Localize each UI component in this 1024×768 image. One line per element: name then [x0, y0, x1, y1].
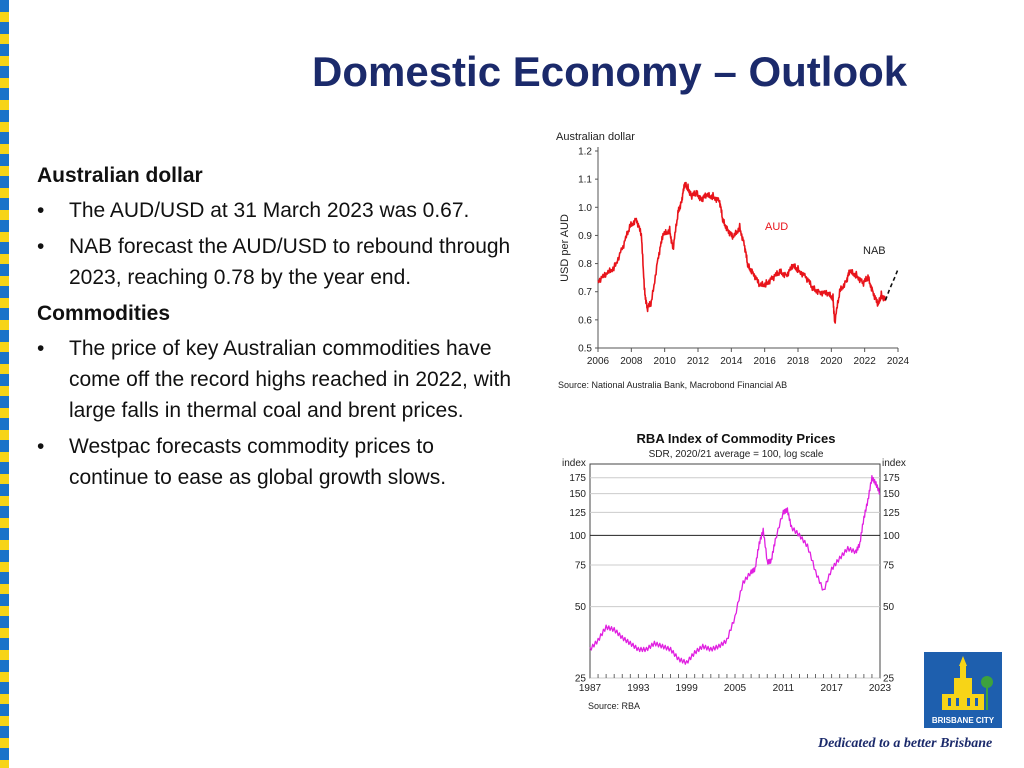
footer-tagline: Dedicated to a better Brisbane — [818, 736, 993, 751]
rba-y-tick-label-right: 125 — [883, 508, 900, 519]
bullet-text: The AUD/USD at 31 March 2023 was 0.67. — [69, 199, 470, 222]
nab-series-label: NAB — [863, 245, 886, 257]
rba-x-tick-label: 2023 — [869, 683, 892, 694]
aud-x-tick-label: 2024 — [887, 356, 910, 367]
bullet-icon: • — [37, 337, 45, 360]
left-decorative-stripe — [0, 0, 9, 768]
aud-x-tick-label: 2014 — [720, 356, 743, 367]
rba-chart-title: RBA Index of Commodity Prices — [637, 431, 836, 446]
rba-series-line — [589, 475, 881, 665]
aud-chart-source: Source: National Australia Bank, Macrobo… — [558, 380, 787, 390]
rba-x-tick-label: 2011 — [773, 683, 795, 694]
section-heading-australian-dollar: Australian dollar — [37, 164, 203, 187]
rba-y-tick-label-left: 150 — [569, 489, 586, 500]
aud-y-tick-label: 1.2 — [578, 147, 592, 158]
rba-y-tick-label-left: 175 — [569, 473, 586, 484]
aud-series-line — [597, 181, 886, 324]
rba-y-tick-label-right: 175 — [883, 473, 900, 484]
rba-y-tick-label-right: 75 — [883, 560, 895, 571]
rba-chart: RBA Index of Commodity Prices SDR, 2020/… — [562, 431, 906, 711]
slide-title: Domestic Economy – Outlook — [312, 48, 908, 95]
rba-chart-source: Source: RBA — [588, 701, 640, 711]
rba-x-tick-label: 1993 — [627, 683, 650, 694]
nab-forecast-line — [884, 268, 899, 301]
bullet-icon: • — [37, 435, 45, 458]
aud-chart: Australian dollar USD per AUD 0.5 0.6 0.7 0… — [556, 131, 910, 390]
bullet-item: • The price of key Australian commoditie… — [37, 333, 517, 426]
rba-y-tick-label-right: 50 — [883, 602, 895, 613]
bullet-item: • NAB forecast the AUD/USD to rebound th… — [37, 231, 517, 293]
aud-y-tick-label: 1.0 — [578, 203, 592, 214]
rba-y-tick-label-left: 25 — [575, 674, 587, 685]
brisbane-city-logo: BRISBANE CITY — [924, 652, 1002, 728]
aud-x-tick-label: 2022 — [854, 356, 877, 367]
aud-chart-title: Australian dollar — [556, 131, 635, 143]
aud-x-tick-label: 2008 — [620, 356, 643, 367]
rba-y-tick-label-left: 100 — [569, 531, 586, 542]
aud-y-tick-label: 0.9 — [578, 231, 592, 242]
aud-y-tick-label: 0.7 — [578, 287, 592, 298]
aud-y-tick-label: 0.5 — [578, 344, 592, 355]
aud-x-tick-label: 2020 — [820, 356, 843, 367]
rba-x-tick-label: 1999 — [676, 683, 699, 694]
bullet-item: • The AUD/USD at 31 March 2023 was 0.67. — [37, 195, 517, 226]
bullet-icon: • — [37, 235, 45, 258]
bullet-icon: • — [37, 199, 45, 222]
aud-series-label: AUD — [765, 221, 788, 233]
aud-y-tick-label: 0.8 — [578, 259, 592, 270]
slide-body: Australian dollar • The AUD/USD at 31 Ma… — [37, 158, 517, 498]
aud-y-tick-label: 1.1 — [578, 175, 592, 186]
rba-x-tick-label: 1987 — [579, 683, 602, 694]
rba-x-tick-label: 2017 — [821, 683, 844, 694]
rba-y-tick-label-left: 75 — [575, 560, 587, 571]
rba-y-tick-label-left: 125 — [569, 508, 586, 519]
aud-x-tick-label: 2010 — [654, 356, 677, 367]
bullet-text: Westpac forecasts commodity prices to co… — [69, 435, 447, 489]
aud-x-tick-label: 2006 — [587, 356, 610, 367]
rba-right-axis-label: index — [882, 458, 906, 469]
rba-y-tick-label-left: 50 — [575, 602, 587, 613]
rba-y-tick-label-right: 25 — [883, 674, 895, 685]
city-hall-icon — [942, 656, 993, 710]
aud-chart-ylabel: USD per AUD — [559, 214, 571, 282]
bullet-text: The price of key Australian commodities … — [69, 337, 512, 422]
aud-x-tick-label: 2012 — [687, 356, 710, 367]
logo-text: BRISBANE CITY — [931, 716, 995, 725]
rba-chart-subtitle: SDR, 2020/21 average = 100, log scale — [649, 449, 824, 460]
bullet-item: • Westpac forecasts commodity prices to … — [37, 431, 517, 493]
aud-y-tick-label: 0.6 — [578, 315, 592, 326]
rba-left-axis-label: index — [562, 458, 586, 469]
bullet-text: NAB forecast the AUD/USD to rebound thro… — [69, 235, 511, 289]
aud-x-tick-label: 2018 — [787, 356, 810, 367]
rba-x-tick-label: 2005 — [724, 683, 747, 694]
aud-x-tick-label: 2016 — [754, 356, 777, 367]
rba-y-tick-label-right: 150 — [883, 489, 900, 500]
section-heading-commodities: Commodities — [37, 302, 171, 325]
rba-y-tick-label-right: 100 — [883, 531, 900, 542]
